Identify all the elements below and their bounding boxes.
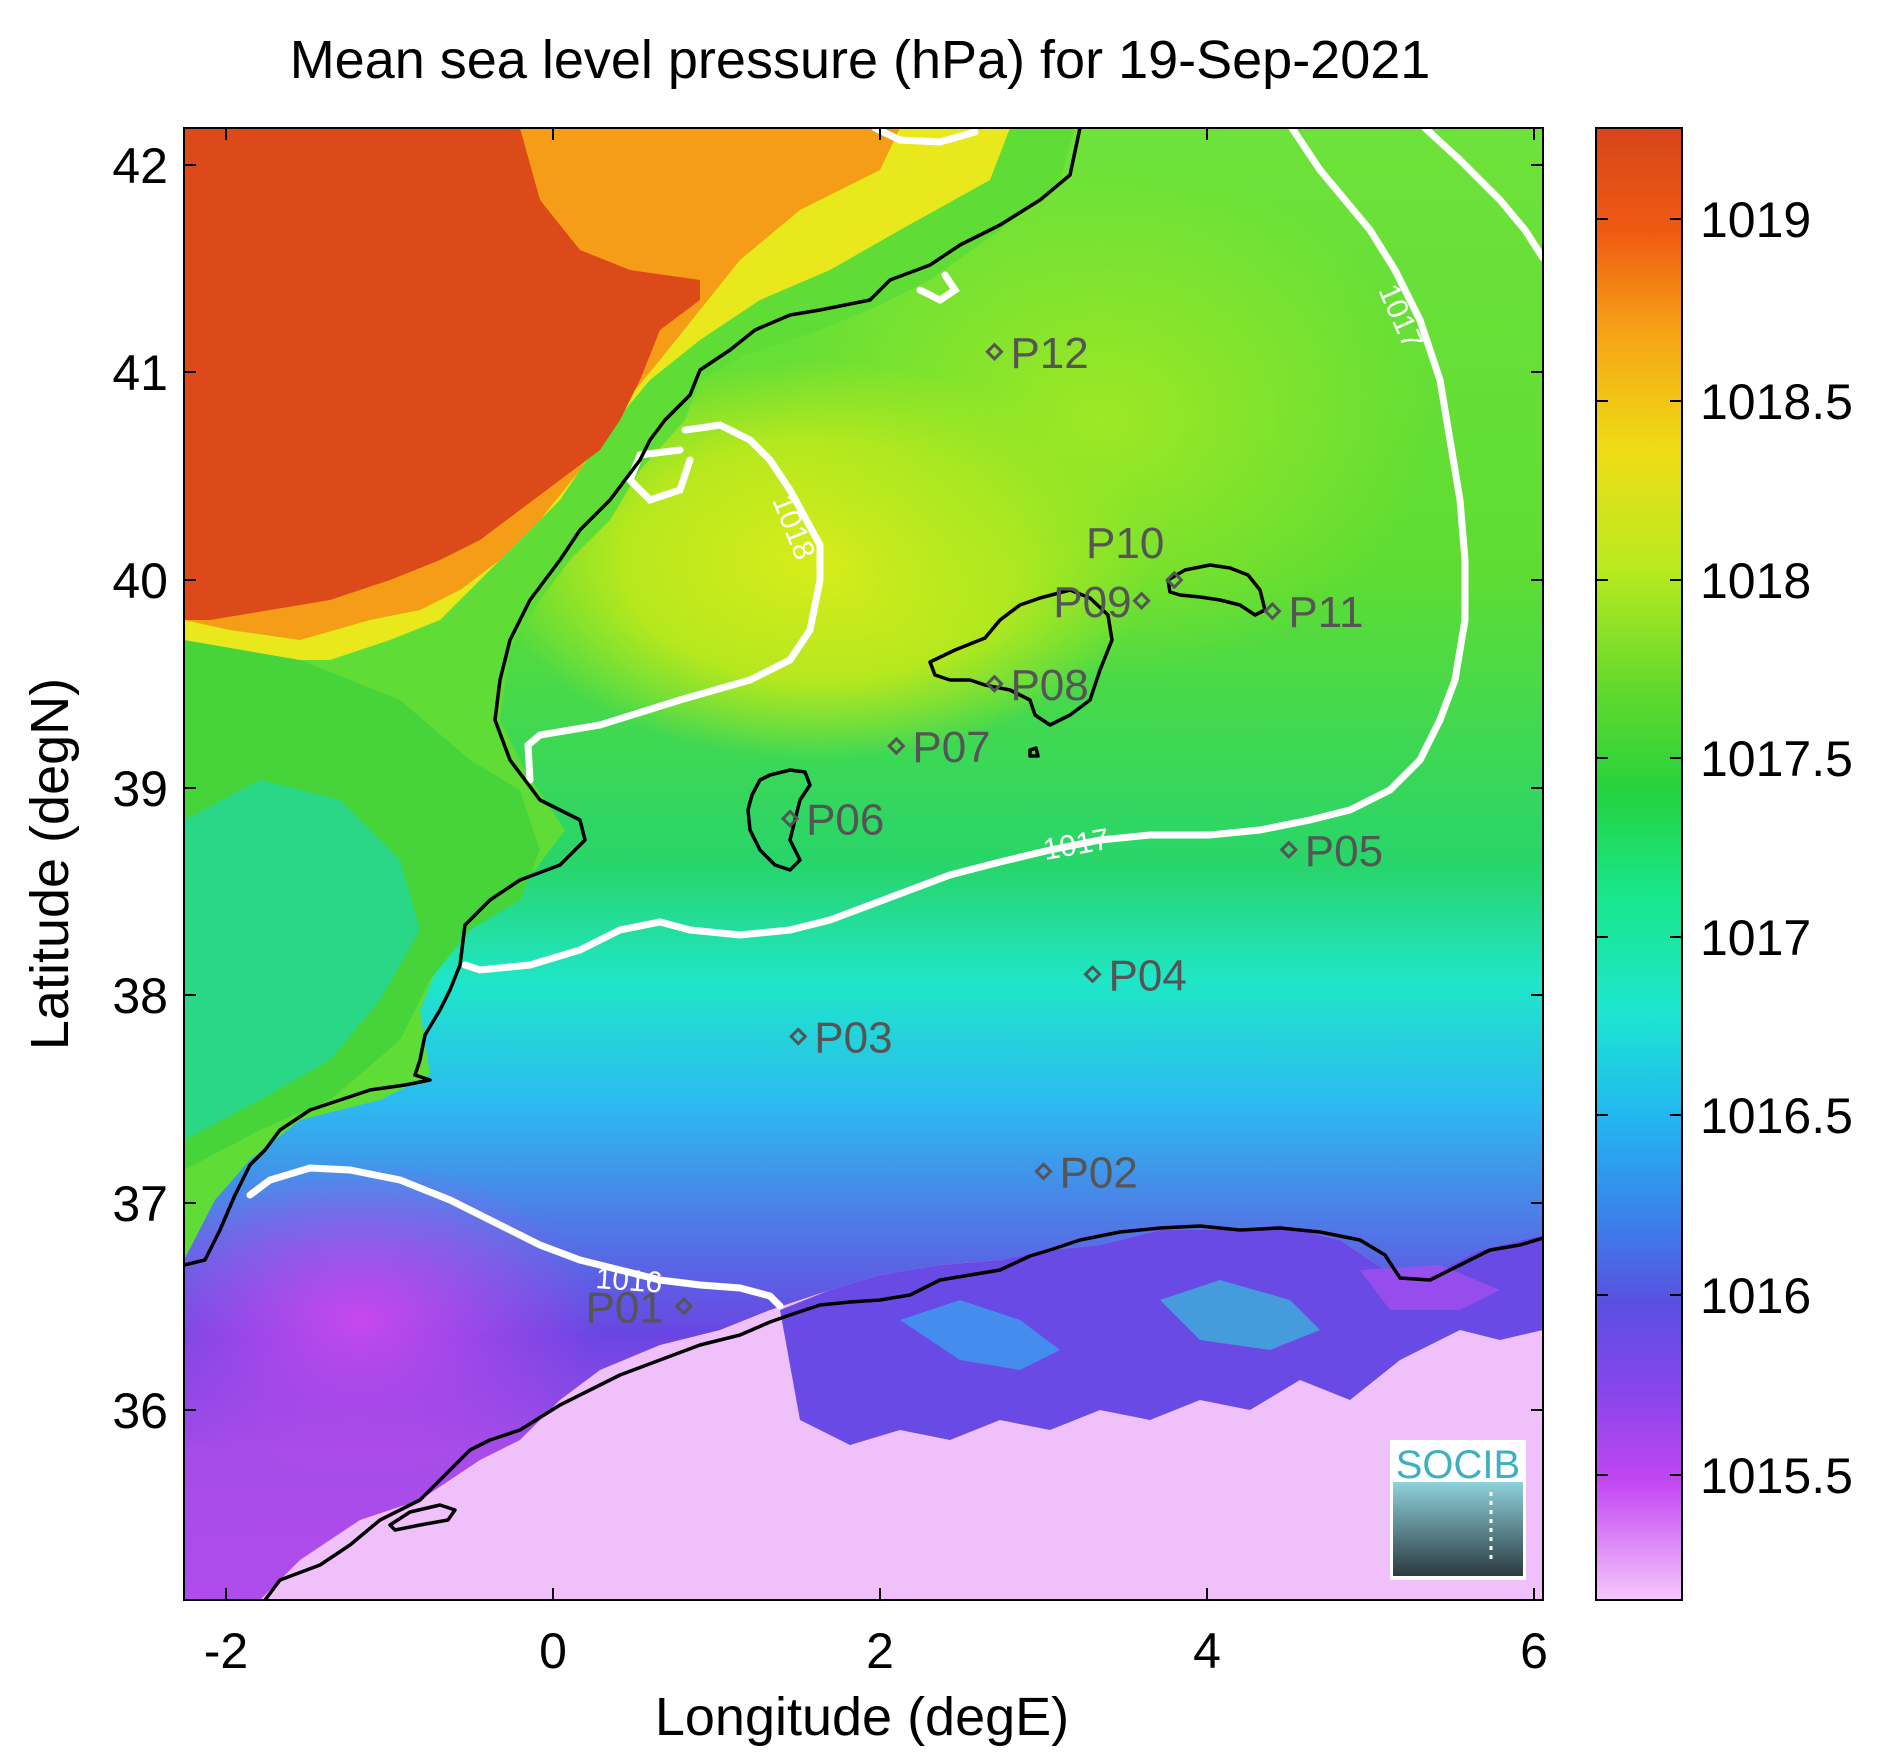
isobar-1017 <box>461 128 1469 974</box>
station-marker <box>1083 965 1102 984</box>
station-label: P01 <box>586 1283 664 1332</box>
isobar-1016 <box>246 1164 784 1310</box>
station-markers: P01 P02 P03 P04 P05 P06 P07 P08 P09 P10 P11 P12 <box>586 329 1384 1333</box>
chart-title: Mean sea level pressure (hPa) for 19-Sep… <box>290 30 1431 90</box>
station-marker <box>789 1027 808 1046</box>
station-marker <box>1034 1162 1053 1181</box>
station-marker <box>1132 591 1151 610</box>
colorbar-tick-label: 1016.5 <box>1700 1088 1853 1144</box>
colorbar-tick-label: 1018 <box>1700 553 1811 609</box>
colorbar-tick-label: 1016 <box>1700 1268 1811 1324</box>
station-marker <box>985 674 1004 693</box>
isobar-label-1016: 1016 <box>595 1262 664 1300</box>
colorbar-tick-label: 1017 <box>1700 910 1811 966</box>
station-label: P09 <box>1053 578 1131 627</box>
plot-frame <box>183 127 1544 1601</box>
colorbar-ticks <box>1596 218 1682 1476</box>
y-tick-label: 38 <box>112 968 168 1024</box>
station-label: P02 <box>1060 1148 1138 1197</box>
colorbar-tick-label: 1019 <box>1700 192 1811 248</box>
y-tick-label: 36 <box>112 1383 168 1439</box>
mallorca-coast <box>928 588 1114 727</box>
x-tick-labels: -2 0 2 4 6 <box>204 1623 1548 1679</box>
colorbar-tick-label: 1017.5 <box>1700 731 1853 787</box>
x-tick-label: 2 <box>866 1623 894 1679</box>
station-label: P10 <box>1086 519 1164 568</box>
station-marker <box>887 736 906 756</box>
station-label: P03 <box>814 1014 892 1063</box>
y-tick-labels: 42 41 40 39 38 37 36 <box>112 138 168 1439</box>
station-marker <box>1165 570 1184 590</box>
y-tick-label: 40 <box>112 553 168 609</box>
station-label: P05 <box>1305 827 1383 876</box>
plot-ticks <box>184 128 1543 1600</box>
colorbar-tick-label: 1018.5 <box>1700 374 1853 430</box>
station-label: P06 <box>806 796 884 845</box>
station-label: P11 <box>1288 588 1363 637</box>
ibiza-coast <box>746 768 812 872</box>
y-tick-label: 39 <box>112 761 168 817</box>
iberian-coastline <box>184 128 1082 1267</box>
socib-logo: SOCIB <box>1390 1440 1526 1580</box>
station-marker <box>674 1297 693 1316</box>
station-marker <box>1279 840 1298 859</box>
y-tick-label: 37 <box>112 1176 168 1232</box>
x-axis-label: Longitude (degE) <box>655 1687 1069 1747</box>
pressure-field <box>184 128 1543 1600</box>
menorca-coast <box>1166 563 1267 617</box>
station-label: P07 <box>912 723 990 772</box>
x-tick-label: 4 <box>1193 1623 1221 1679</box>
isobar-1018 <box>524 421 824 784</box>
y-axis-label: Latitude (degN) <box>20 678 80 1050</box>
alboran-island <box>388 1503 457 1532</box>
y-tick-label: 41 <box>112 345 168 401</box>
socib-logo-text: SOCIB <box>1396 1443 1520 1487</box>
colorbar-tick-labels: 1019 1018.5 1018 1017.5 1017 1016.5 1016… <box>1700 192 1853 1504</box>
x-tick-label: 0 <box>539 1623 567 1679</box>
colorbar-tick-label: 1015.5 <box>1700 1448 1853 1504</box>
african-coastline <box>263 1224 1543 1600</box>
x-tick-label: -2 <box>204 1623 248 1679</box>
station-marker <box>1263 601 1282 621</box>
station-label: P12 <box>1010 329 1088 378</box>
station-label: P08 <box>1010 661 1088 710</box>
x-tick-label: 6 <box>1520 1623 1548 1679</box>
colorbar <box>1595 127 1683 1601</box>
station-marker <box>985 342 1004 361</box>
coastlines <box>184 128 1543 1600</box>
station-label: P04 <box>1109 951 1187 1000</box>
isobar-lines <box>246 128 1543 1310</box>
y-tick-label: 42 <box>112 138 168 194</box>
station-marker <box>780 809 800 828</box>
